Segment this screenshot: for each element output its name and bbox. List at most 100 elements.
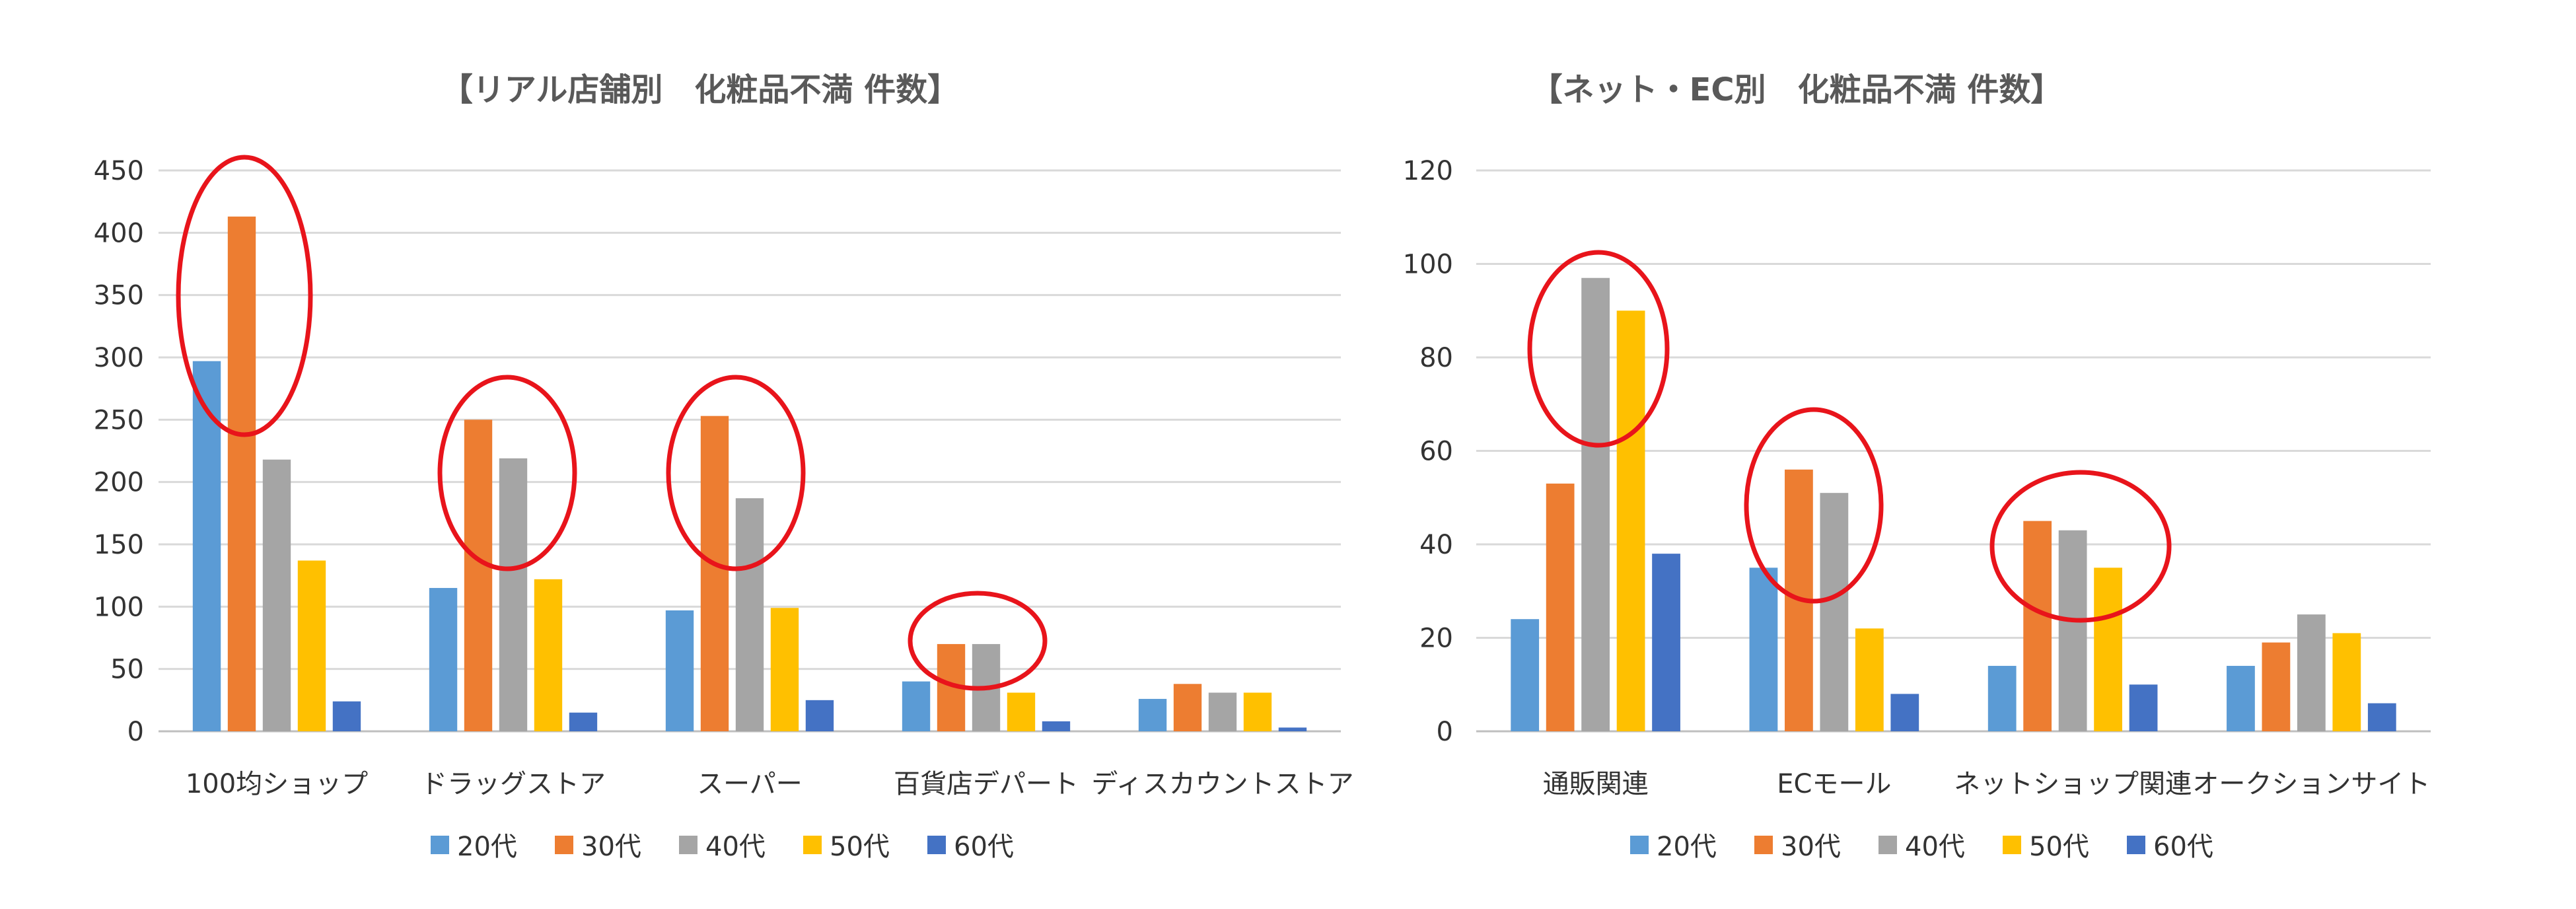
bar-20代-2 bbox=[429, 588, 458, 731]
y-tick-label: 300 bbox=[94, 343, 144, 373]
legend-swatch bbox=[2127, 836, 2145, 854]
highlight-ellipse-2 bbox=[437, 375, 577, 571]
bar-40代-2 bbox=[499, 458, 528, 731]
legend-swatch bbox=[803, 836, 822, 854]
y-tick-label: 450 bbox=[94, 156, 144, 186]
bar-60代-3 bbox=[805, 700, 834, 731]
bar-20代-4 bbox=[902, 681, 931, 731]
legend-label: 30代 bbox=[1781, 832, 1841, 862]
bar-60代-2 bbox=[569, 712, 598, 731]
x-category-label: ECモール bbox=[1777, 769, 1891, 799]
bar-40代-1 bbox=[1581, 277, 1610, 732]
bar-20代-1 bbox=[192, 361, 221, 731]
chart-2: 【ネット・EC別 化粧品不満 件数】 0 20 40 60 80 100 120 通販関連 ECモ… bbox=[1403, 71, 2431, 862]
bar-50代-1 bbox=[297, 560, 326, 731]
bar-40代-1 bbox=[262, 459, 291, 731]
x-category-label: ネットショップ関連 bbox=[1954, 769, 2192, 799]
highlight-ellipse-2 bbox=[1744, 407, 1884, 604]
bar-20代-3 bbox=[1987, 665, 2017, 731]
legend-swatch bbox=[431, 836, 449, 854]
legend-swatch bbox=[2003, 836, 2021, 854]
y-tick-label: 50 bbox=[110, 655, 144, 685]
legend-label: 50代 bbox=[830, 832, 890, 862]
y-tick-label: 0 bbox=[1437, 717, 1453, 747]
bar-60代-3 bbox=[2129, 684, 2158, 731]
bar-60代-4 bbox=[2367, 703, 2396, 731]
bar-20代-1 bbox=[1511, 619, 1540, 731]
y-tick-label: 40 bbox=[1419, 530, 1453, 560]
legend-swatch bbox=[1630, 836, 1649, 854]
y-tick-label: 20 bbox=[1419, 624, 1453, 654]
y-tick-label: 100 bbox=[94, 592, 144, 622]
x-category-label: スーパー bbox=[697, 769, 803, 799]
legend-label: 40代 bbox=[1905, 832, 1965, 862]
y-tick-label: 80 bbox=[1419, 343, 1453, 373]
chart-1: 【リアル店舗別 化粧品不満 件数】 0 50 100 150 200 250 300 350 40… bbox=[94, 71, 1354, 862]
bar-40代-4 bbox=[2297, 614, 2326, 731]
legend-label: 60代 bbox=[2153, 832, 2213, 862]
bar-50代-2 bbox=[1855, 628, 1884, 731]
bar-60代-4 bbox=[1042, 721, 1071, 731]
x-category-label: ドラッグストア bbox=[421, 769, 606, 799]
legend-swatch bbox=[1754, 836, 1773, 854]
y-tick-label: 350 bbox=[94, 281, 144, 311]
bar-60代-1 bbox=[1652, 554, 1680, 731]
bar-30代-2 bbox=[464, 419, 493, 731]
bar-30代-3 bbox=[700, 416, 729, 731]
bar-40代-2 bbox=[1820, 493, 1849, 731]
bar-20代-3 bbox=[665, 610, 694, 731]
x-category-label: 百貨店デパート bbox=[894, 769, 1079, 799]
highlight-ellipse-1 bbox=[176, 155, 313, 437]
legend-label: 40代 bbox=[705, 832, 766, 862]
bar-60代-5 bbox=[1278, 727, 1307, 731]
x-category-label: 通販関連 bbox=[1543, 769, 1649, 799]
bar-50代-2 bbox=[534, 579, 563, 731]
legend-label: 20代 bbox=[457, 832, 517, 862]
legend-swatch bbox=[679, 836, 698, 854]
legend-label: 20代 bbox=[1657, 832, 1717, 862]
bar-40代-3 bbox=[2058, 530, 2087, 731]
chart-title: 【リアル店舗別 化粧品不満 件数】 bbox=[441, 71, 959, 108]
bar-40代-3 bbox=[735, 498, 764, 731]
highlight-ellipse-4 bbox=[908, 591, 1048, 691]
bar-50代-3 bbox=[770, 608, 799, 731]
bar-60代-1 bbox=[332, 701, 361, 731]
bar-30代-1 bbox=[227, 216, 256, 732]
legend-swatch bbox=[927, 836, 946, 854]
bar-50代-4 bbox=[1007, 692, 1036, 731]
chart-title: 【ネット・EC別 化粧品不満 件数】 bbox=[1531, 71, 2063, 108]
y-tick-label: 200 bbox=[94, 468, 144, 498]
legend-swatch bbox=[1878, 836, 1897, 854]
y-tick-label: 250 bbox=[94, 405, 144, 435]
bar-20代-5 bbox=[1138, 698, 1167, 731]
y-tick-label: 100 bbox=[1403, 250, 1453, 280]
y-tick-label: 120 bbox=[1403, 156, 1453, 186]
y-tick-label: 400 bbox=[94, 218, 144, 248]
highlight-ellipse-1 bbox=[1527, 250, 1670, 448]
bar-20代-2 bbox=[1749, 567, 1778, 731]
bar-50代-4 bbox=[2332, 633, 2361, 731]
bar-40代-5 bbox=[1208, 692, 1237, 731]
x-category-label: オークションサイト bbox=[2192, 769, 2430, 799]
bar-30代-1 bbox=[1546, 484, 1575, 731]
bar-30代-3 bbox=[2023, 521, 2052, 731]
bar-50代-3 bbox=[2094, 567, 2122, 731]
y-tick-label: 60 bbox=[1419, 437, 1453, 467]
legend-label: 50代 bbox=[2029, 832, 2089, 862]
bar-60代-2 bbox=[1890, 694, 1919, 731]
bar-50代-5 bbox=[1243, 692, 1272, 731]
y-tick-label: 0 bbox=[127, 717, 144, 747]
x-category-label: 100均ショップ bbox=[186, 769, 368, 799]
highlight-ellipse-3 bbox=[1989, 470, 2172, 623]
bar-30代-5 bbox=[1173, 684, 1202, 731]
bar-20代-4 bbox=[2227, 665, 2255, 731]
highlight-ellipse-3 bbox=[666, 375, 806, 571]
legend-label: 30代 bbox=[581, 832, 641, 862]
x-category-label: ディスカウントストア bbox=[1091, 769, 1353, 799]
y-tick-label: 150 bbox=[94, 530, 144, 560]
legend-swatch bbox=[555, 836, 573, 854]
bar-30代-4 bbox=[2262, 642, 2291, 731]
bar-50代-1 bbox=[1616, 310, 1645, 731]
legend-label: 60代 bbox=[954, 832, 1014, 862]
